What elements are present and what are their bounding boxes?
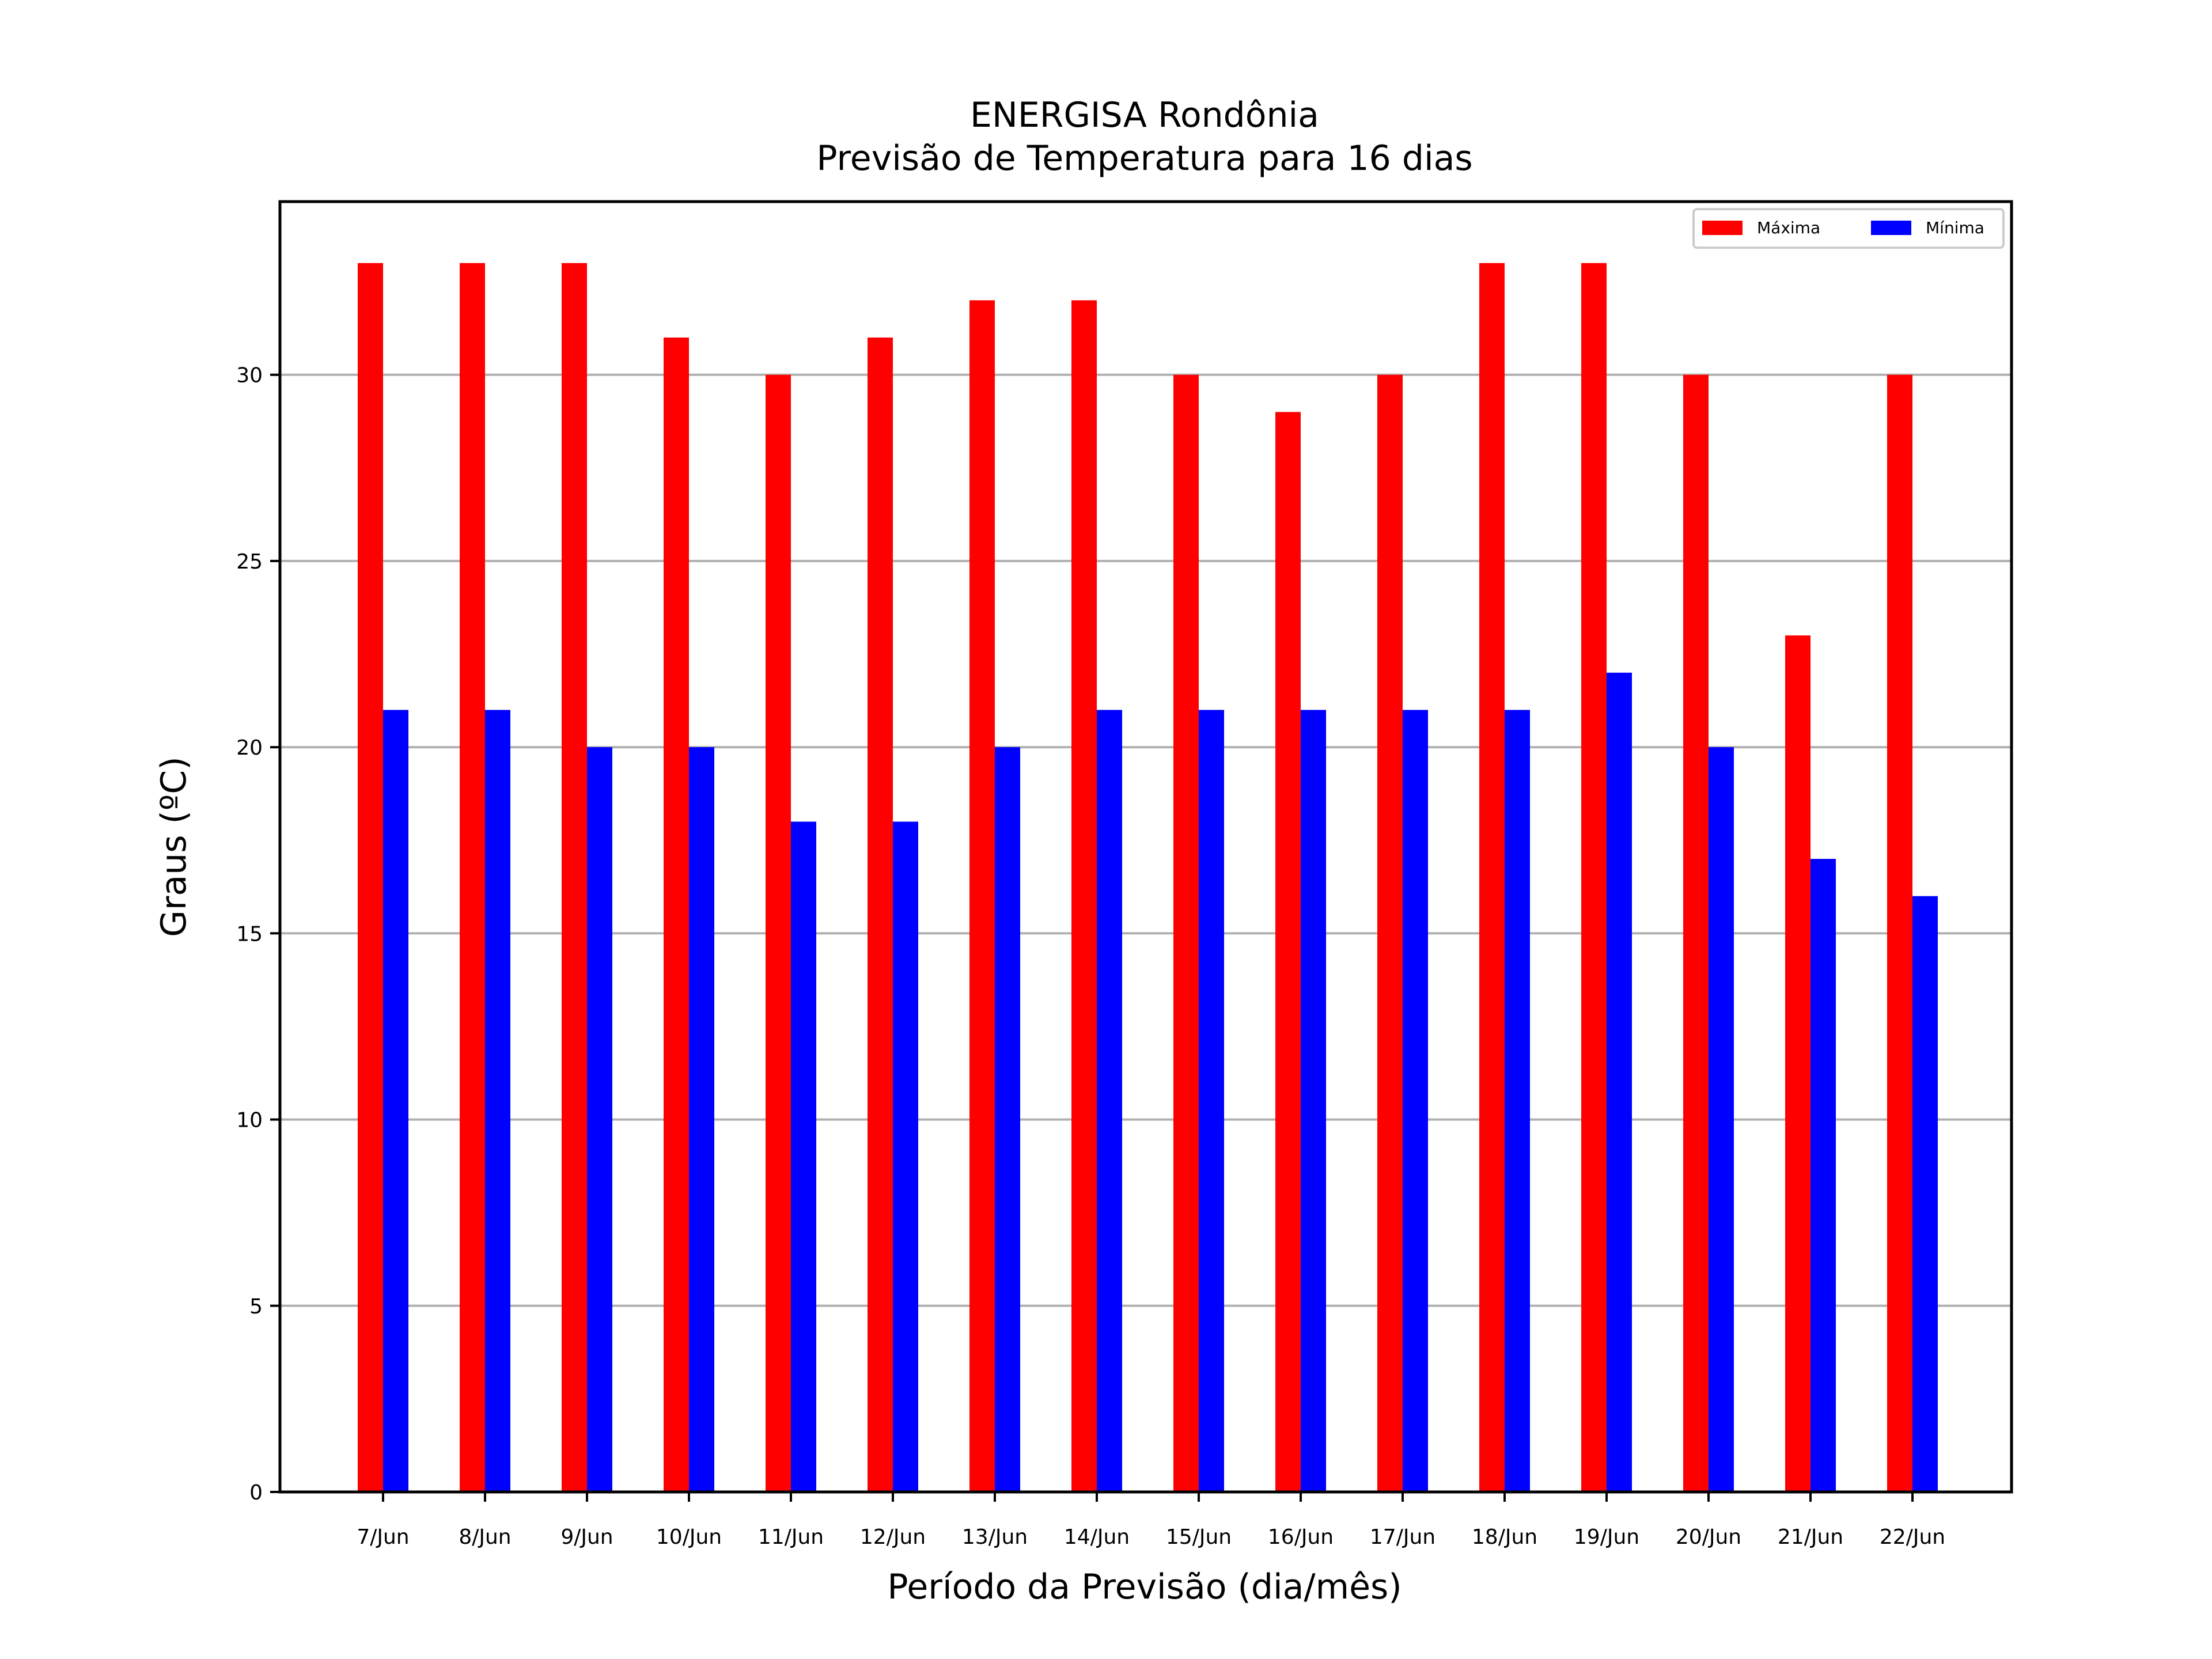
y-tick-label: 5 bbox=[249, 1295, 263, 1319]
chart-subtitle: Previsão de Temperatura para 16 dias bbox=[816, 138, 1472, 179]
bar-maxima bbox=[1785, 635, 1810, 1492]
bars bbox=[358, 263, 1938, 1493]
bar-minima bbox=[1709, 747, 1734, 1492]
legend-swatch-minima bbox=[1871, 221, 1911, 235]
x-tick-label: 19/Jun bbox=[1574, 1525, 1639, 1549]
x-tick-label: 21/Jun bbox=[1778, 1525, 1843, 1549]
legend-label-minima: Mínima bbox=[1926, 218, 1984, 237]
x-axis-ticks: 7/Jun 8/Jun 9/Jun 10/Jun 11/Jun 12/Jun 13/Jun 1… bbox=[357, 1492, 1945, 1549]
legend-swatch-maxima bbox=[1702, 221, 1743, 235]
bar-maxima bbox=[868, 337, 893, 1492]
y-tick-label: 30 bbox=[236, 364, 263, 388]
bar-maxima bbox=[664, 337, 689, 1492]
y-tick-label: 0 bbox=[249, 1481, 263, 1505]
bar-minima bbox=[1301, 710, 1326, 1492]
bar-maxima bbox=[766, 374, 791, 1492]
x-tick-label: 13/Jun bbox=[962, 1525, 1028, 1549]
x-tick-label: 12/Jun bbox=[860, 1525, 926, 1549]
y-axis-label: Graus (ºC) bbox=[154, 756, 194, 937]
bar-minima bbox=[1607, 672, 1632, 1492]
bar-maxima bbox=[1581, 263, 1607, 1492]
y-tick-label: 15 bbox=[236, 922, 263, 946]
bar-maxima bbox=[1173, 374, 1199, 1492]
bar-maxima bbox=[1377, 374, 1403, 1492]
bar-maxima bbox=[460, 263, 485, 1492]
bar-maxima bbox=[1479, 263, 1505, 1492]
bar-maxima bbox=[1887, 374, 1912, 1492]
x-tick-label: 18/Jun bbox=[1472, 1525, 1537, 1549]
x-tick-label: 22/Jun bbox=[1880, 1525, 1945, 1549]
y-tick-label: 10 bbox=[236, 1109, 263, 1132]
bar-minima bbox=[1199, 710, 1224, 1492]
bar-minima bbox=[383, 710, 408, 1492]
bar-maxima bbox=[358, 263, 383, 1492]
bar-minima bbox=[791, 821, 816, 1492]
x-tick-label: 8/Jun bbox=[459, 1525, 511, 1549]
x-tick-label: 17/Jun bbox=[1370, 1525, 1435, 1549]
y-tick-label: 20 bbox=[236, 736, 263, 760]
bar-minima bbox=[1810, 859, 1836, 1492]
legend: Máxima Mínima bbox=[1692, 208, 2005, 249]
x-tick-label: 11/Jun bbox=[758, 1525, 824, 1549]
bar-minima bbox=[689, 747, 714, 1492]
legend-box bbox=[1692, 208, 2005, 249]
bar-minima bbox=[1505, 710, 1530, 1492]
bar-minima bbox=[893, 821, 918, 1492]
bar-maxima bbox=[969, 300, 995, 1493]
x-tick-label: 10/Jun bbox=[656, 1525, 722, 1549]
x-axis-label: Período da Previsão (dia/mês) bbox=[887, 1567, 1402, 1607]
legend-label-maxima: Máxima bbox=[1757, 218, 1820, 237]
chart-title: ENERGISA Rondônia bbox=[970, 95, 1319, 135]
bar-minima bbox=[485, 710, 510, 1492]
bar-maxima bbox=[1275, 412, 1301, 1493]
x-tick-label: 15/Jun bbox=[1166, 1525, 1232, 1549]
y-axis-ticks: 0 5 10 15 20 25 30 bbox=[236, 364, 280, 1505]
bar-minima bbox=[1097, 710, 1122, 1492]
x-tick-label: 7/Jun bbox=[357, 1525, 409, 1549]
bar-maxima bbox=[1071, 300, 1097, 1493]
x-tick-label: 20/Jun bbox=[1676, 1525, 1741, 1549]
x-tick-label: 9/Jun bbox=[560, 1525, 613, 1549]
bar-maxima bbox=[562, 263, 587, 1492]
bar-minima bbox=[995, 747, 1020, 1492]
bar-minima bbox=[1403, 710, 1428, 1492]
x-tick-label: 16/Jun bbox=[1268, 1525, 1334, 1549]
bar-minima bbox=[1912, 896, 1938, 1492]
y-tick-label: 25 bbox=[236, 550, 263, 574]
bar-minima bbox=[587, 747, 612, 1492]
bar-maxima bbox=[1683, 374, 1709, 1492]
x-tick-label: 14/Jun bbox=[1064, 1525, 1130, 1549]
plot-frame bbox=[278, 200, 2013, 1494]
